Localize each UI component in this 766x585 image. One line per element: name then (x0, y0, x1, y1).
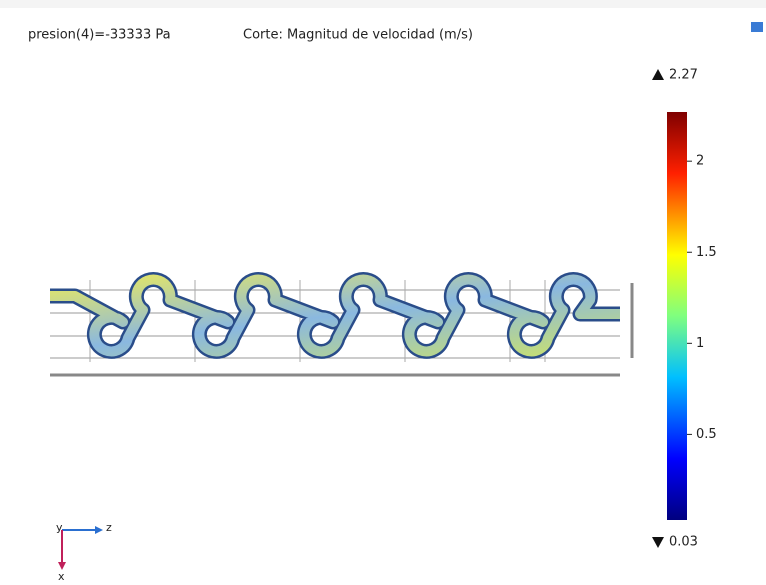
color-legend (667, 112, 687, 520)
colorbar-tick-label: 0.5 (696, 427, 717, 442)
geometry (50, 272, 634, 377)
plot-title: Corte: Magnitud de velocidad (m/s) (243, 28, 473, 43)
max-marker (652, 69, 664, 80)
colorbar-tick-label: 2 (696, 154, 704, 169)
z-arrowhead (95, 526, 103, 534)
colorbar-min: 0.03 (669, 535, 698, 550)
parameter-label: presion(4)=-33333 Pa (28, 28, 171, 43)
axis-z-label: z (106, 521, 112, 534)
colorbar-tick-label: 1 (696, 336, 704, 351)
min-marker (652, 537, 664, 548)
axis-x-label: x (58, 570, 65, 581)
window-icon[interactable] (751, 22, 763, 32)
colorbar-tick-label: 1.5 (696, 245, 717, 260)
channel-flow (50, 274, 620, 357)
x-arrowhead (58, 562, 66, 570)
top-strip (0, 0, 766, 8)
colorbar-max: 2.27 (669, 68, 698, 83)
axis-y-label: y (56, 521, 63, 534)
